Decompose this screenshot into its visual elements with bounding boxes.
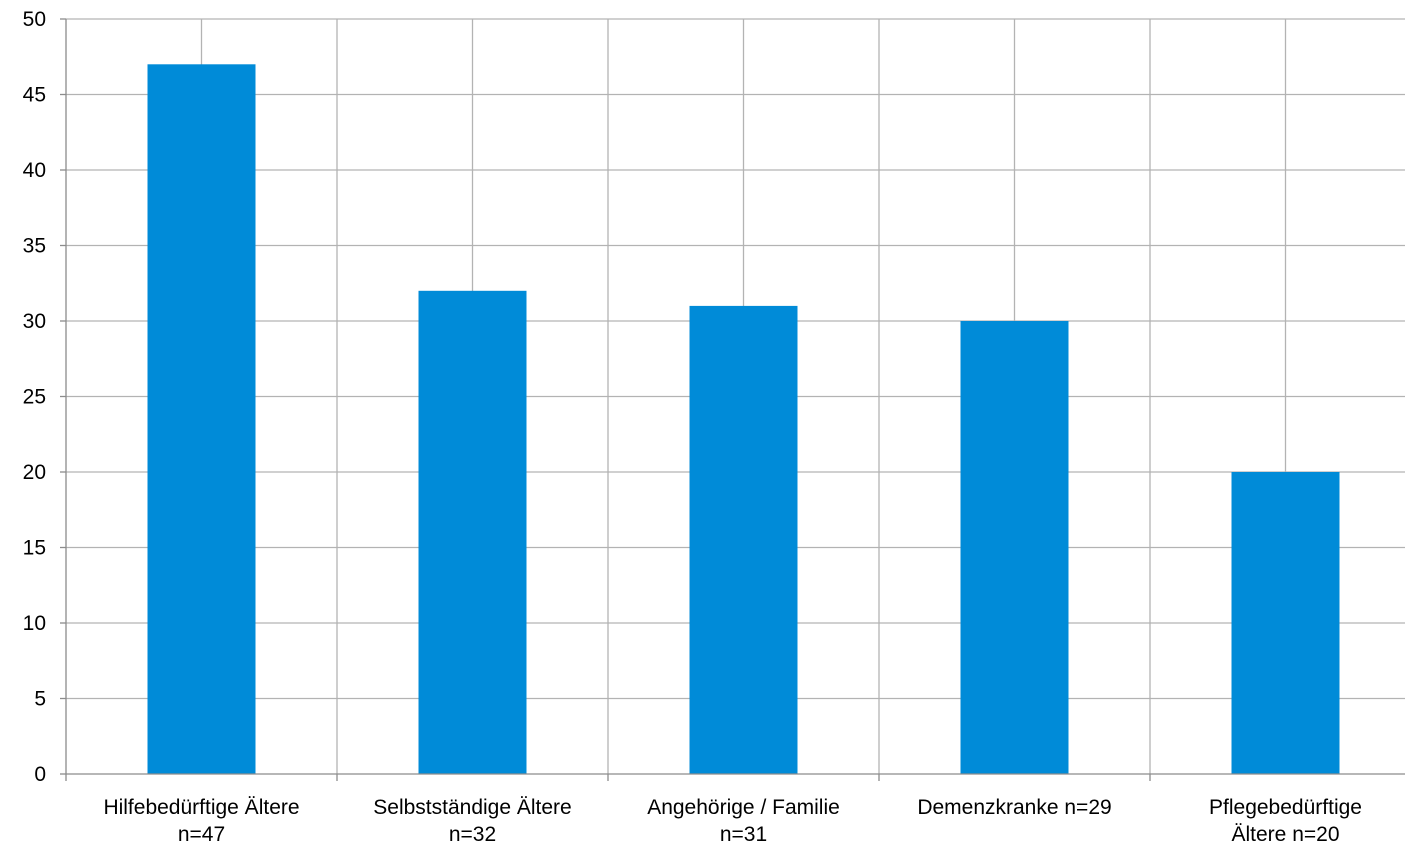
x-tick-label-line: Hilfebedürftige Ältere bbox=[103, 796, 299, 819]
bar bbox=[147, 64, 256, 775]
x-tick-label-line: n=32 bbox=[449, 823, 496, 846]
y-tick-label: 30 bbox=[23, 310, 46, 333]
x-tick-label-line: Pflegebedürftige bbox=[1209, 796, 1362, 819]
axes-group bbox=[60, 18, 1405, 781]
bar bbox=[418, 290, 527, 774]
x-tick-label: Demenzkranke n=29 bbox=[917, 796, 1111, 819]
y-tick-labels: 0 5 10 15 20 25 30 35 40 45 50 bbox=[23, 8, 46, 786]
x-tick-label-line: Selbstständige Ältere bbox=[373, 796, 571, 819]
x-tick-label-line: Angehörige / Familie bbox=[647, 796, 840, 819]
bar bbox=[960, 321, 1069, 774]
x-tick-label-line: n=31 bbox=[720, 823, 767, 846]
x-tick-label-line: Ältere n=20 bbox=[1232, 823, 1340, 846]
y-tick-label: 10 bbox=[23, 612, 46, 635]
y-tick-label: 40 bbox=[23, 159, 46, 182]
x-tick-label: Pflegebedürftige Ältere n=20 bbox=[1209, 796, 1362, 846]
x-tick-label: Hilfebedürftige Ältere n=47 bbox=[103, 796, 299, 846]
y-tick-label: 25 bbox=[23, 386, 46, 409]
x-tick-label: Selbstständige Ältere n=32 bbox=[373, 796, 571, 846]
y-tick-label: 45 bbox=[23, 84, 46, 107]
x-tick-labels: Hilfebedürftige Ältere n=47 Selbstständige… bbox=[103, 796, 1362, 846]
bars-group bbox=[147, 64, 1340, 775]
y-tick-label: 35 bbox=[23, 235, 46, 258]
x-tick-label: Angehörige / Familie n=31 bbox=[647, 796, 840, 846]
y-tick-label: 0 bbox=[34, 763, 46, 786]
y-tick-label: 20 bbox=[23, 461, 46, 484]
x-tick-label-line: n=47 bbox=[178, 823, 225, 846]
bar bbox=[689, 305, 798, 774]
bar bbox=[1231, 472, 1340, 774]
y-tick-label: 50 bbox=[23, 8, 46, 31]
x-tick-label-line: Demenzkranke n=29 bbox=[917, 796, 1111, 819]
y-tick-label: 5 bbox=[34, 688, 46, 711]
y-tick-label: 15 bbox=[23, 537, 46, 560]
